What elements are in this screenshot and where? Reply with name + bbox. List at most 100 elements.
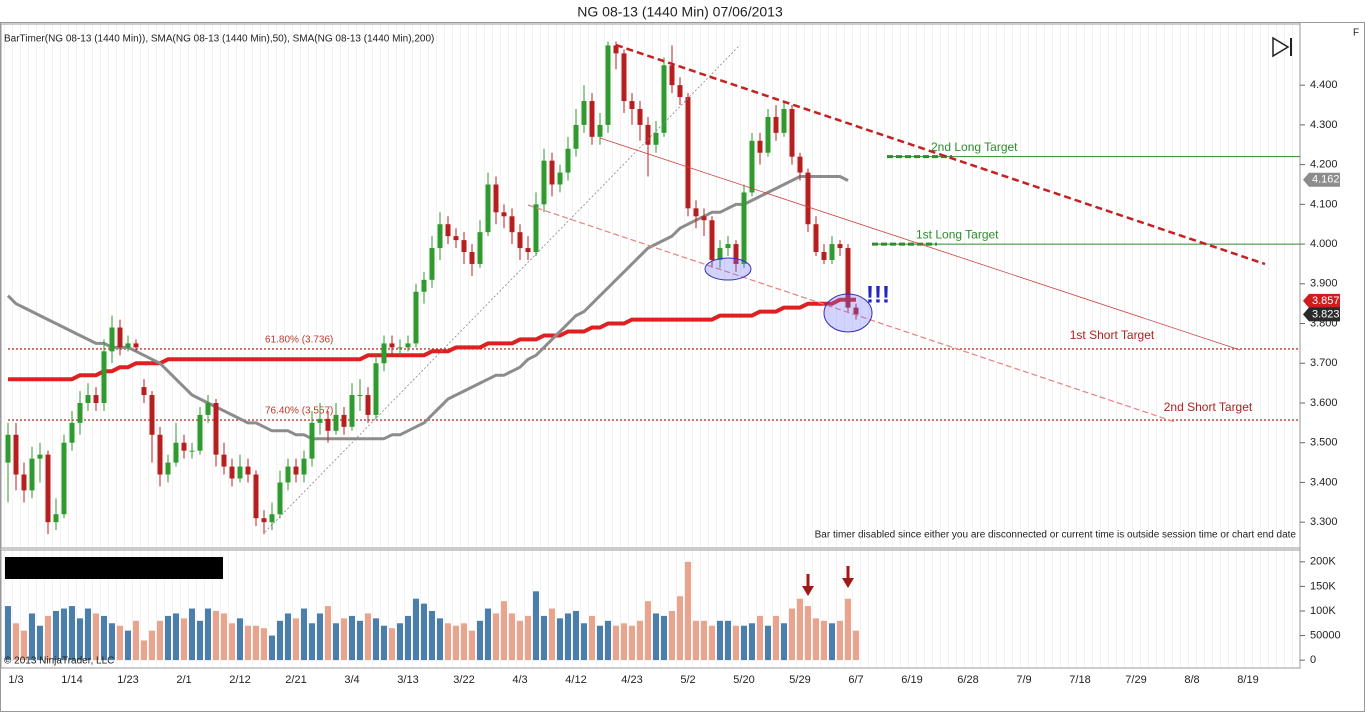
x-tick-label: 5/2	[680, 674, 695, 686]
y-tick-label: 0	[1310, 654, 1316, 666]
volume-bar	[261, 628, 267, 661]
volume-bar	[541, 615, 547, 661]
candle-body	[549, 160, 555, 185]
volume-bar	[557, 618, 563, 661]
volume-bar	[45, 615, 51, 661]
candle-body	[173, 442, 179, 463]
chart-title: NG 08-13 (1440 Min) 07/06/2013	[577, 4, 783, 20]
candle-body	[645, 124, 651, 145]
candle-body	[501, 212, 507, 217]
candle-body	[205, 402, 211, 415]
volume-bar	[101, 615, 107, 661]
candle-body	[277, 482, 283, 515]
volume-bar	[637, 620, 643, 661]
volume-bar	[725, 620, 731, 661]
candle-body	[581, 101, 587, 125]
volume-bar	[21, 630, 27, 661]
y-tick-label: 3.400	[1310, 476, 1338, 488]
candle-body	[725, 244, 731, 249]
volume-bar	[245, 625, 251, 661]
volume-bar	[397, 623, 403, 661]
price-tag-label: 3.823	[1312, 308, 1340, 320]
x-tick-label: 7/29	[1125, 674, 1146, 686]
arrow-head	[802, 586, 814, 596]
candle-body	[37, 454, 43, 459]
volume-bar	[797, 598, 803, 661]
trendline	[264, 44, 741, 533]
volume-bar	[373, 618, 379, 661]
candle-body	[141, 387, 147, 396]
y-tick-label: 3.600	[1310, 397, 1338, 409]
candle-body	[365, 395, 371, 415]
volume-bar	[285, 613, 291, 661]
y-tick-label: 200K	[1310, 556, 1336, 568]
volume-bar	[165, 615, 171, 661]
candle-body	[533, 204, 539, 253]
y-tick-label: 3.700	[1310, 357, 1338, 369]
candle-body	[853, 307, 859, 315]
level-label: 76.40% (3.557)	[265, 406, 333, 417]
toolbar-icon[interactable]	[1272, 36, 1292, 58]
x-tick-label: 1/14	[61, 674, 82, 686]
candle-body	[325, 418, 331, 431]
volume-bar	[661, 615, 667, 661]
volume-bar	[333, 623, 339, 661]
volume-bar	[461, 623, 467, 661]
candle-body	[781, 109, 787, 133]
volume-bar	[5, 606, 11, 661]
volume-bar	[805, 606, 811, 661]
play-icon[interactable]	[1272, 36, 1290, 58]
volume-bar	[565, 613, 571, 661]
candle-body	[429, 248, 435, 280]
candle-body	[621, 53, 627, 102]
candle-body	[181, 442, 187, 451]
candle-body	[45, 454, 51, 523]
candle-body	[565, 148, 571, 173]
volume-bar	[533, 591, 539, 661]
sma-line	[8, 297, 856, 382]
x-tick-label: 4/12	[565, 674, 586, 686]
price-tag-label: 4.162	[1312, 174, 1340, 186]
y-tick-label: 4.300	[1310, 119, 1338, 131]
trendline	[615, 43, 1266, 266]
candle-body	[165, 462, 171, 475]
candle-body	[373, 363, 379, 415]
level-label: 61.80% (3.736)	[265, 335, 333, 346]
volume-bar	[709, 625, 715, 661]
volume-bar	[773, 615, 779, 661]
volume-bar	[93, 613, 99, 661]
volume-bar	[221, 613, 227, 661]
x-tick-label: 8/8	[1184, 674, 1199, 686]
y-tick-label: 4.200	[1310, 159, 1338, 171]
volume-bar	[653, 613, 659, 661]
y-tick-label: 50000	[1310, 629, 1341, 641]
volume-bar	[845, 598, 851, 661]
candle-body	[21, 474, 27, 491]
level-label: 2nd Long Target	[931, 140, 1018, 154]
x-tick-label: 6/28	[957, 674, 978, 686]
trendline	[527, 204, 1176, 423]
volume-bar	[389, 628, 395, 661]
volume-bar	[645, 601, 651, 661]
x-tick-label: 5/20	[733, 674, 754, 686]
candle-body	[597, 124, 603, 137]
volume-bar	[757, 615, 763, 661]
candle-body	[709, 220, 715, 260]
volume-bar	[477, 620, 483, 661]
candle-body	[5, 434, 11, 463]
x-tick-label: 4/3	[512, 674, 527, 686]
volume-bar	[789, 608, 795, 661]
y-tick-label: 3.500	[1310, 437, 1338, 449]
highlight-ellipse	[823, 293, 873, 333]
trendline	[599, 137, 1241, 351]
candle-body	[333, 414, 339, 431]
volume-bar	[821, 620, 827, 661]
volume-bar	[77, 618, 83, 661]
candle-body	[77, 402, 83, 423]
alert-mark: !!!	[866, 281, 890, 308]
volume-bar	[445, 623, 451, 661]
volume-bar	[37, 625, 43, 661]
volume-bar	[357, 620, 363, 661]
candle-body	[405, 343, 411, 348]
candle-body	[125, 343, 131, 348]
